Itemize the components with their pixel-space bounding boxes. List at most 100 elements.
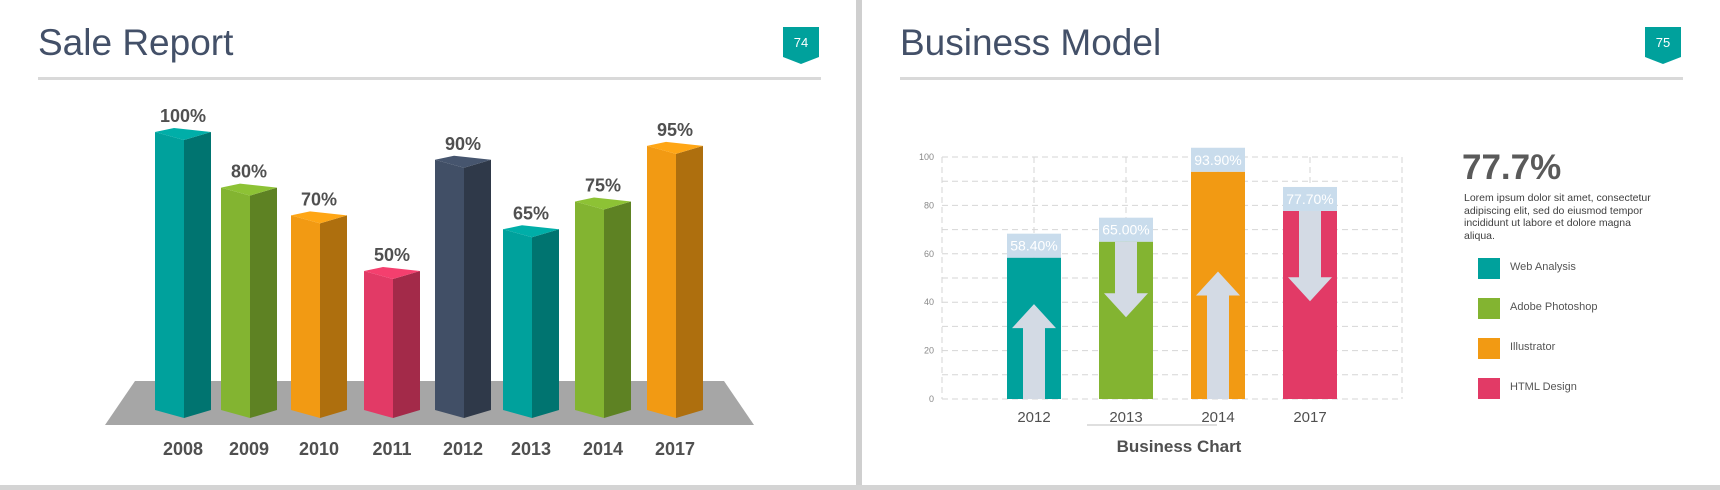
bar-2014 xyxy=(1191,147,1245,399)
bar-value-label: 100% xyxy=(160,106,206,126)
bar-front-face xyxy=(364,271,393,418)
x-tick-label: 2017 xyxy=(655,439,695,459)
bar-2013 xyxy=(503,225,559,418)
page-number-badge: 75 xyxy=(1645,27,1681,65)
stat-description: Lorem ipsum dolor sit amet, consectetur … xyxy=(1464,192,1651,242)
x-tick-label: 2013 xyxy=(511,439,551,459)
x-tick-label: 2012 xyxy=(1017,409,1050,426)
bar-side-face xyxy=(532,229,559,418)
y-tick-label: 0 xyxy=(929,394,934,404)
arrow-up-icon xyxy=(1196,271,1240,399)
sale-report-3d-bar-chart: 100% 2008 80% 2009 70% 2010 50% 2011 90% 2012 65% 2… xyxy=(105,106,754,459)
business-bar-chart: 0 20 40 60 80 100 58.40% 2012 65.00% 2013 93.90% 20… xyxy=(919,147,1403,456)
bar-2008 xyxy=(155,128,211,418)
x-tick-label: 2014 xyxy=(583,439,623,459)
bar-side-face xyxy=(250,187,277,418)
x-tick-label: 2014 xyxy=(1201,409,1234,426)
bar-value-label: 75% xyxy=(585,176,621,196)
title-underline xyxy=(900,77,1683,80)
page-number-badge: 74 xyxy=(783,27,819,65)
arrow-up-icon xyxy=(1012,304,1056,399)
legend-swatch xyxy=(1478,378,1500,399)
badge-shape xyxy=(1645,27,1681,64)
badge-shape xyxy=(783,27,819,64)
bar-top-face xyxy=(647,141,703,154)
x-tick-label: 2011 xyxy=(372,439,411,459)
value-label-box xyxy=(1007,233,1061,258)
bar-front-face xyxy=(575,201,604,418)
title-underline xyxy=(38,77,821,80)
y-tick-label: 20 xyxy=(924,346,934,356)
bar-2011 xyxy=(364,267,420,418)
legend-swatch xyxy=(1478,298,1500,319)
bar-top-face xyxy=(503,225,559,238)
x-tick-label: 2010 xyxy=(299,439,339,459)
legend-label: Illustrator xyxy=(1510,341,1556,353)
bar-value-label: 50% xyxy=(374,245,410,265)
bar-top-face xyxy=(291,211,347,224)
bar-side-face xyxy=(184,132,211,418)
bar-2009 xyxy=(221,183,277,418)
x-tick-label: 2017 xyxy=(1293,409,1326,426)
y-tick-label: 60 xyxy=(924,249,934,259)
slide-title: Business Model xyxy=(900,22,1162,63)
y-tick-label: 80 xyxy=(924,200,934,210)
bar-side-face xyxy=(464,159,491,419)
slide-business-model: Business Model 75 0 20 40 60 80 100 58.40% 2012… xyxy=(862,0,1720,485)
legend-label: Web Analysis xyxy=(1510,261,1576,273)
bar-2012 xyxy=(435,155,491,419)
x-tick-label: 2009 xyxy=(229,439,269,459)
arrow-down-icon xyxy=(1288,210,1332,302)
x-tick-label: 2013 xyxy=(1109,409,1142,426)
bar-value-label: 70% xyxy=(301,189,337,209)
value-label-box xyxy=(1283,186,1337,211)
bar-value-label: 58.40% xyxy=(1010,238,1057,254)
stat-value: 77.7% xyxy=(1462,148,1562,187)
legend-swatch xyxy=(1478,338,1500,359)
x-tick-label: 2012 xyxy=(443,439,483,459)
bar-value-label: 65.00% xyxy=(1102,222,1149,238)
legend-swatch xyxy=(1478,258,1500,279)
bar-front-face xyxy=(503,229,532,418)
bar-top-face xyxy=(575,197,631,210)
chart-title: Business Chart xyxy=(1117,437,1242,456)
bar-2017 xyxy=(647,141,703,418)
page-number: 75 xyxy=(1655,35,1671,50)
page-number: 74 xyxy=(793,35,809,50)
y-tick-label: 100 xyxy=(919,152,934,162)
bar-top-face xyxy=(364,267,420,279)
slide-sale-report: Sale Report 74 100% 2008 80% 2009 70% 2010 50%… xyxy=(0,0,856,485)
bar-side-face xyxy=(676,145,703,418)
bar-value-label: 95% xyxy=(657,120,693,140)
bar-side-face xyxy=(604,201,631,418)
arrow-down-icon xyxy=(1104,241,1148,318)
bar-top-face xyxy=(155,128,211,140)
legend-label: HTML Design xyxy=(1510,381,1577,393)
bar-side-face xyxy=(320,215,347,418)
x-tick-label: 2008 xyxy=(163,439,203,459)
bar-2012 xyxy=(1007,233,1061,399)
bar-value-label: 65% xyxy=(513,203,549,223)
slide-title: Sale Report xyxy=(38,22,234,63)
bar-2013 xyxy=(1099,217,1153,399)
bar-value-label: 93.90% xyxy=(1194,152,1241,168)
bar-front-face xyxy=(155,132,184,418)
bar-2017 xyxy=(1283,186,1337,399)
bar-top-face xyxy=(221,183,277,196)
bar-2010 xyxy=(291,211,347,418)
slide-divider xyxy=(856,0,862,490)
bottom-bar xyxy=(0,485,1720,490)
bar-front-face xyxy=(221,187,250,418)
value-label-box xyxy=(1099,217,1153,242)
bar-2014 xyxy=(575,197,631,418)
value-label-box xyxy=(1191,147,1245,172)
bar-top-face xyxy=(435,155,491,168)
bar-front-face xyxy=(291,215,320,418)
bar-value-label: 90% xyxy=(445,134,481,154)
bar-side-face xyxy=(393,271,420,418)
y-tick-label: 40 xyxy=(924,297,934,307)
bar-front-face xyxy=(435,159,464,419)
bar-value-label: 80% xyxy=(231,162,267,182)
bar-value-label: 77.70% xyxy=(1286,191,1333,207)
bar-front-face xyxy=(647,145,676,418)
